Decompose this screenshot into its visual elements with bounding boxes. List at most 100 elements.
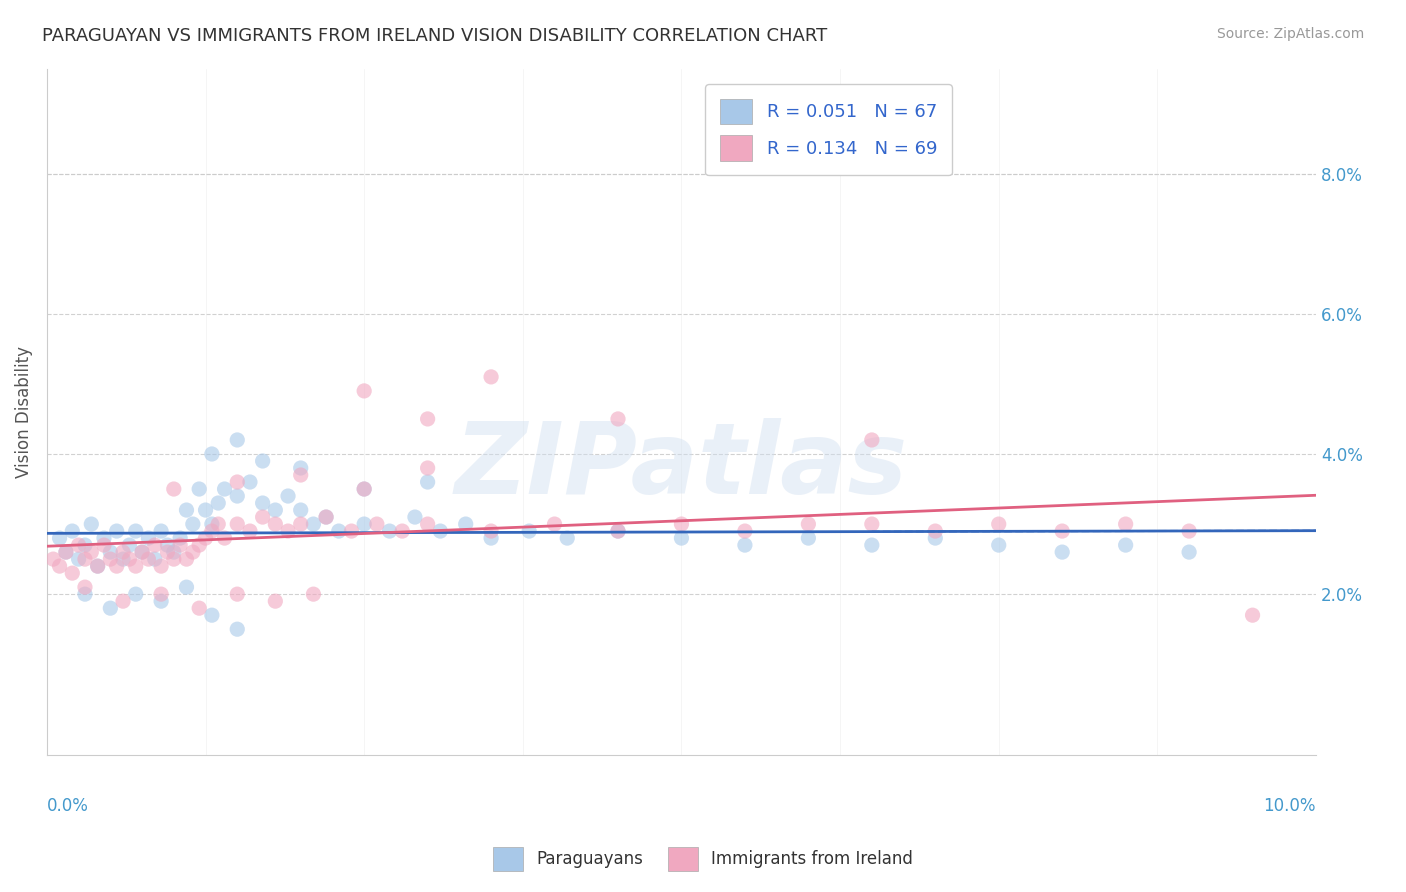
Point: [118, 552, 141, 566]
Point: [226, 433, 249, 447]
Legend: Paraguayans, Immigrants from Ireland: Paraguayans, Immigrants from Ireland: [485, 839, 921, 880]
Point: [264, 503, 287, 517]
Point: [138, 531, 160, 545]
Point: [1050, 545, 1073, 559]
Point: [734, 524, 756, 538]
Point: [80, 517, 103, 532]
Point: [924, 524, 946, 538]
Point: [156, 538, 179, 552]
Point: [55, 545, 77, 559]
Point: [214, 531, 236, 545]
Point: [353, 384, 375, 398]
Point: [328, 524, 350, 538]
Point: [156, 545, 179, 559]
Text: ZIPatlas: ZIPatlas: [456, 418, 908, 516]
Point: [391, 524, 413, 538]
Point: [105, 524, 128, 538]
Point: [194, 531, 217, 545]
Point: [163, 552, 186, 566]
Point: [353, 517, 375, 532]
Point: [181, 517, 204, 532]
Point: [181, 545, 204, 559]
Text: 0.0%: 0.0%: [46, 797, 89, 814]
Point: [252, 454, 274, 468]
Point: [671, 517, 693, 532]
Y-axis label: Vision Disability: Vision Disability: [15, 346, 32, 478]
Point: [987, 517, 1010, 532]
Point: [671, 531, 693, 545]
Point: [353, 482, 375, 496]
Point: [86, 559, 108, 574]
Point: [226, 587, 249, 601]
Point: [143, 552, 166, 566]
Point: [118, 538, 141, 552]
Point: [340, 524, 363, 538]
Point: [138, 552, 160, 566]
Point: [454, 517, 477, 532]
Point: [67, 538, 90, 552]
Point: [80, 545, 103, 559]
Point: [207, 496, 229, 510]
Point: [302, 587, 325, 601]
Point: [1115, 517, 1137, 532]
Point: [302, 517, 325, 532]
Point: [125, 587, 148, 601]
Point: [201, 517, 224, 532]
Point: [924, 531, 946, 545]
Point: [93, 538, 115, 552]
Text: PARAGUAYAN VS IMMIGRANTS FROM IRELAND VISION DISABILITY CORRELATION CHART: PARAGUAYAN VS IMMIGRANTS FROM IRELAND VI…: [42, 27, 827, 45]
Point: [290, 468, 312, 483]
Point: [194, 503, 217, 517]
Point: [353, 482, 375, 496]
Point: [73, 538, 96, 552]
Point: [60, 524, 83, 538]
Point: [207, 517, 229, 532]
Point: [252, 510, 274, 524]
Point: [416, 475, 439, 489]
Point: [93, 531, 115, 545]
Point: [264, 517, 287, 532]
Text: Source: ZipAtlas.com: Source: ZipAtlas.com: [1216, 27, 1364, 41]
Point: [555, 531, 578, 545]
Point: [226, 475, 249, 489]
Point: [188, 538, 211, 552]
Point: [48, 559, 70, 574]
Point: [797, 517, 820, 532]
Point: [860, 517, 883, 532]
Point: [290, 461, 312, 475]
Point: [479, 370, 502, 384]
Point: [150, 559, 173, 574]
Point: [1178, 524, 1201, 538]
Point: [264, 594, 287, 608]
Point: [1241, 608, 1264, 623]
Point: [48, 531, 70, 545]
Point: [67, 552, 90, 566]
Point: [131, 545, 153, 559]
Point: [125, 524, 148, 538]
Point: [734, 538, 756, 552]
Point: [404, 510, 426, 524]
Point: [176, 580, 198, 594]
Point: [1178, 545, 1201, 559]
Point: [1115, 538, 1137, 552]
Point: [73, 587, 96, 601]
Point: [226, 489, 249, 503]
Point: [252, 496, 274, 510]
Point: [112, 545, 135, 559]
Point: [73, 580, 96, 594]
Point: [416, 412, 439, 426]
Point: [315, 510, 337, 524]
Point: [201, 524, 224, 538]
Point: [201, 608, 224, 623]
Point: [607, 412, 630, 426]
Point: [98, 552, 121, 566]
Point: [607, 524, 630, 538]
Point: [239, 475, 262, 489]
Point: [73, 552, 96, 566]
Point: [290, 503, 312, 517]
Point: [42, 552, 65, 566]
Point: [163, 545, 186, 559]
Point: [98, 545, 121, 559]
Point: [201, 447, 224, 461]
Point: [169, 538, 191, 552]
